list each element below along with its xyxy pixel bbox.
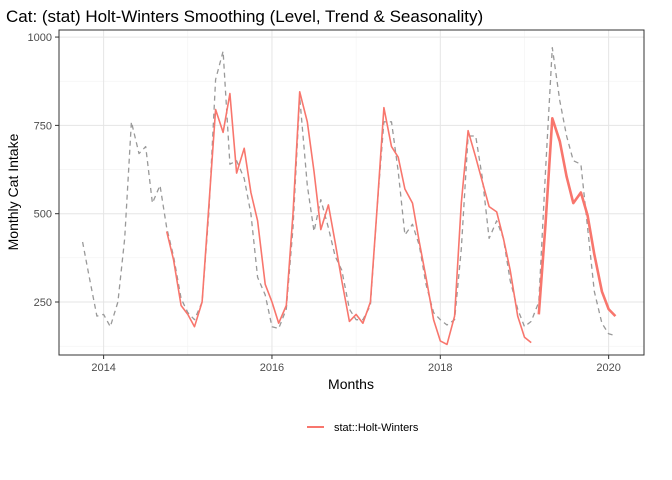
chart-title: Cat: (stat) Holt-Winters Smoothing (Leve… [6,7,483,26]
y-axis-title: Monthly Cat Intake [5,133,21,250]
y-tick-label: 750 [34,120,52,132]
panel-border [58,29,645,356]
y-tick-label: 1000 [28,32,52,44]
y-axis: 250 500 750 1000 [28,32,59,309]
y-tick-label: 250 [34,297,52,309]
x-axis-title: Months [328,376,374,392]
legend: stat::Holt-Winters [307,422,419,434]
x-tick-label: 2020 [596,362,620,374]
series-line-forecast [537,117,617,318]
legend-label-fitted: stat::Holt-Winters [334,422,419,434]
y-tick-label: 500 [34,209,52,221]
series-line-observed [81,47,616,337]
series-layer [81,47,617,346]
grid [59,30,644,355]
x-axis: 2014 2016 2018 2020 [91,355,621,374]
x-tick-label: 2018 [428,362,452,374]
x-tick-label: 2014 [91,362,115,374]
series-line-fitted [165,91,532,346]
x-tick-label: 2016 [260,362,284,374]
